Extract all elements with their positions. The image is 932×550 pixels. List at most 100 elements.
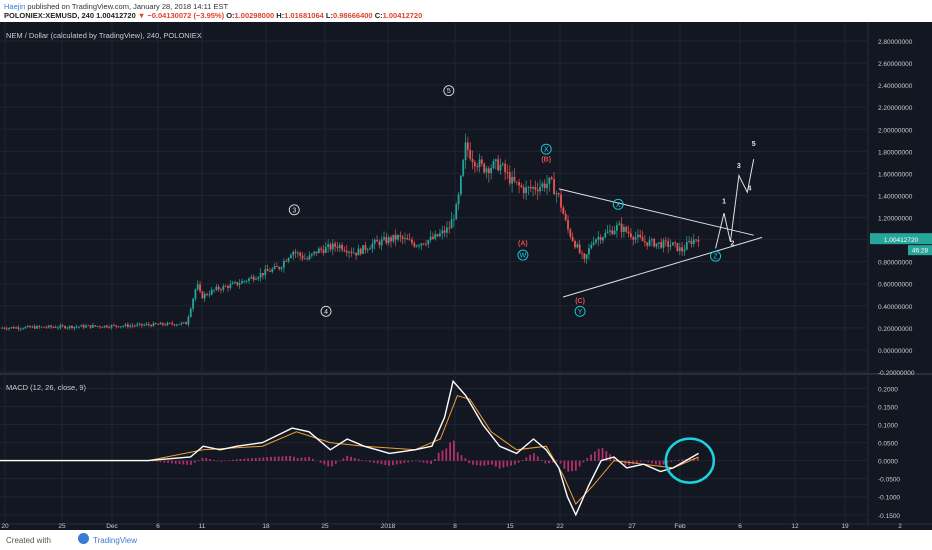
candle-body bbox=[182, 322, 185, 324]
histogram-bar bbox=[380, 460, 383, 465]
candle-body bbox=[480, 159, 483, 164]
histogram-bar bbox=[353, 457, 356, 461]
candle-body bbox=[350, 251, 353, 253]
histogram-bar bbox=[494, 460, 497, 467]
wave-label-circle bbox=[612, 198, 624, 210]
histogram-bar bbox=[201, 457, 204, 461]
histogram-bar bbox=[536, 456, 539, 461]
candle-body bbox=[371, 243, 374, 249]
tradingview-link[interactable]: TradingView bbox=[93, 536, 138, 545]
histogram-bar bbox=[654, 460, 657, 465]
candle-body bbox=[674, 242, 677, 244]
histogram-bar bbox=[334, 460, 337, 464]
histogram-bar bbox=[338, 460, 341, 462]
candle-body bbox=[210, 289, 213, 295]
candle-body bbox=[692, 239, 695, 245]
candle-body bbox=[150, 325, 153, 327]
histogram-bar bbox=[346, 455, 349, 461]
candle-body bbox=[385, 237, 388, 244]
candle-body bbox=[224, 286, 227, 287]
candle-body bbox=[685, 242, 688, 250]
histogram-bar bbox=[403, 460, 406, 463]
histogram-bar bbox=[498, 460, 501, 469]
histogram-bar bbox=[209, 459, 211, 461]
candle-body bbox=[529, 186, 532, 189]
histogram-bar bbox=[426, 460, 429, 464]
histogram-bar bbox=[658, 460, 661, 466]
macd-title: MACD (12, 26, close, 9) bbox=[6, 383, 87, 392]
candle-body bbox=[504, 163, 507, 173]
candle-body bbox=[513, 176, 516, 182]
price-tick-label: 0.40000000 bbox=[878, 304, 913, 311]
open-label: O: bbox=[226, 11, 235, 20]
histogram-bar bbox=[411, 460, 413, 462]
candle-body bbox=[10, 327, 13, 329]
candle-body bbox=[506, 172, 509, 173]
candle-body bbox=[660, 242, 663, 248]
histogram-bar bbox=[521, 459, 524, 461]
wave-label: Y bbox=[578, 309, 583, 316]
histogram-bar bbox=[479, 460, 482, 466]
candle-body bbox=[494, 159, 497, 162]
histogram-bar bbox=[552, 460, 554, 463]
candle-body bbox=[595, 239, 597, 243]
candle-body bbox=[29, 325, 31, 328]
candle-body bbox=[543, 183, 546, 189]
candle-body bbox=[238, 283, 241, 286]
price-chart-title: NEM / Dollar (calculated by TradingView)… bbox=[6, 31, 202, 40]
candle-body bbox=[129, 325, 132, 327]
candle-body bbox=[5, 328, 8, 330]
candle-body bbox=[681, 247, 684, 252]
histogram-bar bbox=[590, 454, 592, 461]
histogram-bar bbox=[258, 457, 261, 461]
histogram-bar bbox=[441, 450, 444, 461]
candle-body bbox=[597, 237, 600, 240]
close-value: 1.00412720 bbox=[382, 11, 423, 20]
histogram-bar bbox=[407, 460, 410, 463]
macd-tick-label: 0.1500 bbox=[878, 404, 898, 411]
candle-body bbox=[220, 289, 222, 291]
histogram-bar bbox=[544, 460, 547, 464]
candle-body bbox=[345, 250, 348, 253]
histogram-bar bbox=[510, 460, 512, 466]
candle-body bbox=[527, 186, 530, 188]
candle-body bbox=[446, 227, 448, 233]
author-link[interactable]: Haejin bbox=[4, 2, 26, 11]
histogram-bar bbox=[392, 460, 394, 466]
histogram-bar bbox=[312, 458, 314, 461]
candle-body bbox=[73, 326, 76, 329]
last-price-tag-label: 1.00412720 bbox=[884, 237, 919, 244]
candle-body bbox=[106, 325, 108, 328]
ohlc-line: POLONIEX:XEMUSD, 240 1.00412720 ▼ −0.041… bbox=[4, 11, 422, 20]
candle-body bbox=[343, 249, 346, 251]
candle-body bbox=[655, 243, 658, 247]
candle-body bbox=[422, 243, 425, 245]
candle-body bbox=[87, 325, 90, 327]
candle-body bbox=[546, 183, 548, 189]
candle-body bbox=[180, 322, 183, 325]
histogram-bar bbox=[662, 460, 665, 465]
candle-body bbox=[434, 234, 437, 239]
candle-body bbox=[336, 246, 339, 249]
candle-body bbox=[124, 324, 127, 326]
candle-body bbox=[599, 237, 602, 241]
candle-body bbox=[71, 325, 73, 329]
wave-label: (B) bbox=[541, 157, 551, 164]
price-tick-label: 1.20000000 bbox=[878, 216, 913, 223]
candle-body bbox=[406, 238, 409, 240]
time-tick-label: 22 bbox=[556, 523, 564, 530]
candle-body bbox=[266, 269, 269, 272]
wave-label: 5 bbox=[447, 88, 451, 95]
candle-body bbox=[564, 214, 567, 220]
histogram-bar bbox=[331, 460, 333, 467]
wave-label: Z bbox=[713, 254, 718, 261]
candle-body bbox=[122, 325, 125, 327]
wave-label-circle bbox=[320, 305, 332, 317]
histogram-bar bbox=[182, 460, 185, 465]
price-tick-label: 0.00000000 bbox=[878, 348, 913, 355]
price-tick-label: 1.40000000 bbox=[878, 193, 913, 200]
candle-body bbox=[327, 244, 330, 247]
candle-body bbox=[557, 193, 560, 195]
candle-body bbox=[369, 248, 371, 250]
